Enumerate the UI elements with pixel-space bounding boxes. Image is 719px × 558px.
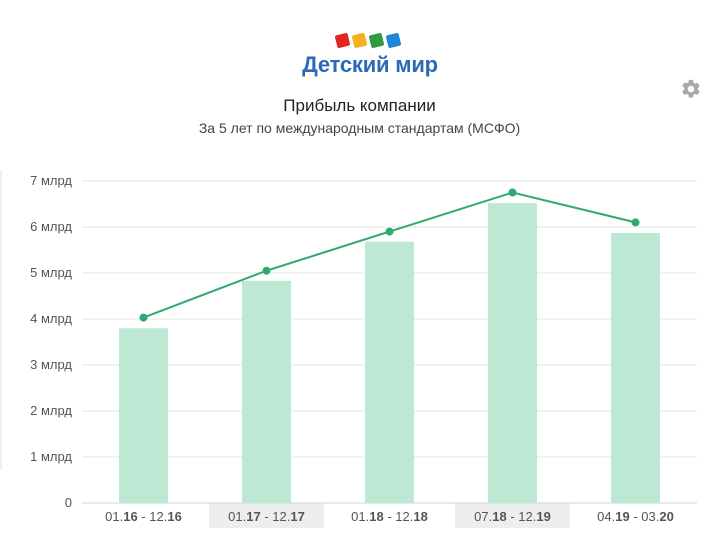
y-tick-label: 0 (65, 495, 72, 510)
y-tick-label: 4 млрд (30, 311, 72, 326)
x-tick-label: 04.19 - 03.20 (597, 509, 674, 524)
bar (611, 232, 660, 504)
line-point (385, 227, 394, 236)
y-tick-label: 2 млрд (30, 403, 72, 418)
page-edge (0, 170, 2, 470)
bar (488, 203, 537, 503)
gear-icon[interactable] (680, 78, 702, 100)
x-tick-label: 07.18 - 12.19 (474, 509, 551, 524)
bar (119, 328, 168, 503)
bar (242, 280, 291, 503)
y-tick-label: 6 млрд (30, 219, 72, 234)
line-point (508, 188, 517, 197)
line-point (631, 218, 640, 227)
y-tick-label: 7 млрд (30, 173, 72, 188)
x-category-shade (455, 503, 570, 528)
line-point (262, 266, 271, 275)
brand-logo: Детский мир (300, 30, 440, 80)
chart-title: Прибыль компании (283, 96, 436, 115)
x-tick-label: 01.16 - 12.16 (105, 509, 182, 524)
brand-name: Детский мир (302, 52, 438, 77)
bar (365, 241, 414, 503)
x-tick-label: 01.17 - 12.17 (228, 509, 305, 524)
y-tick-label: 3 млрд (30, 357, 72, 372)
chart-subtitle: За 5 лет по международным стандартам (МС… (198, 120, 521, 136)
y-tick-label: 1 млрд (30, 449, 72, 464)
x-tick-label: 01.18 - 12.18 (351, 509, 428, 524)
y-tick-label: 5 млрд (30, 265, 72, 280)
x-category-shade (209, 503, 324, 528)
line-point (139, 313, 148, 322)
